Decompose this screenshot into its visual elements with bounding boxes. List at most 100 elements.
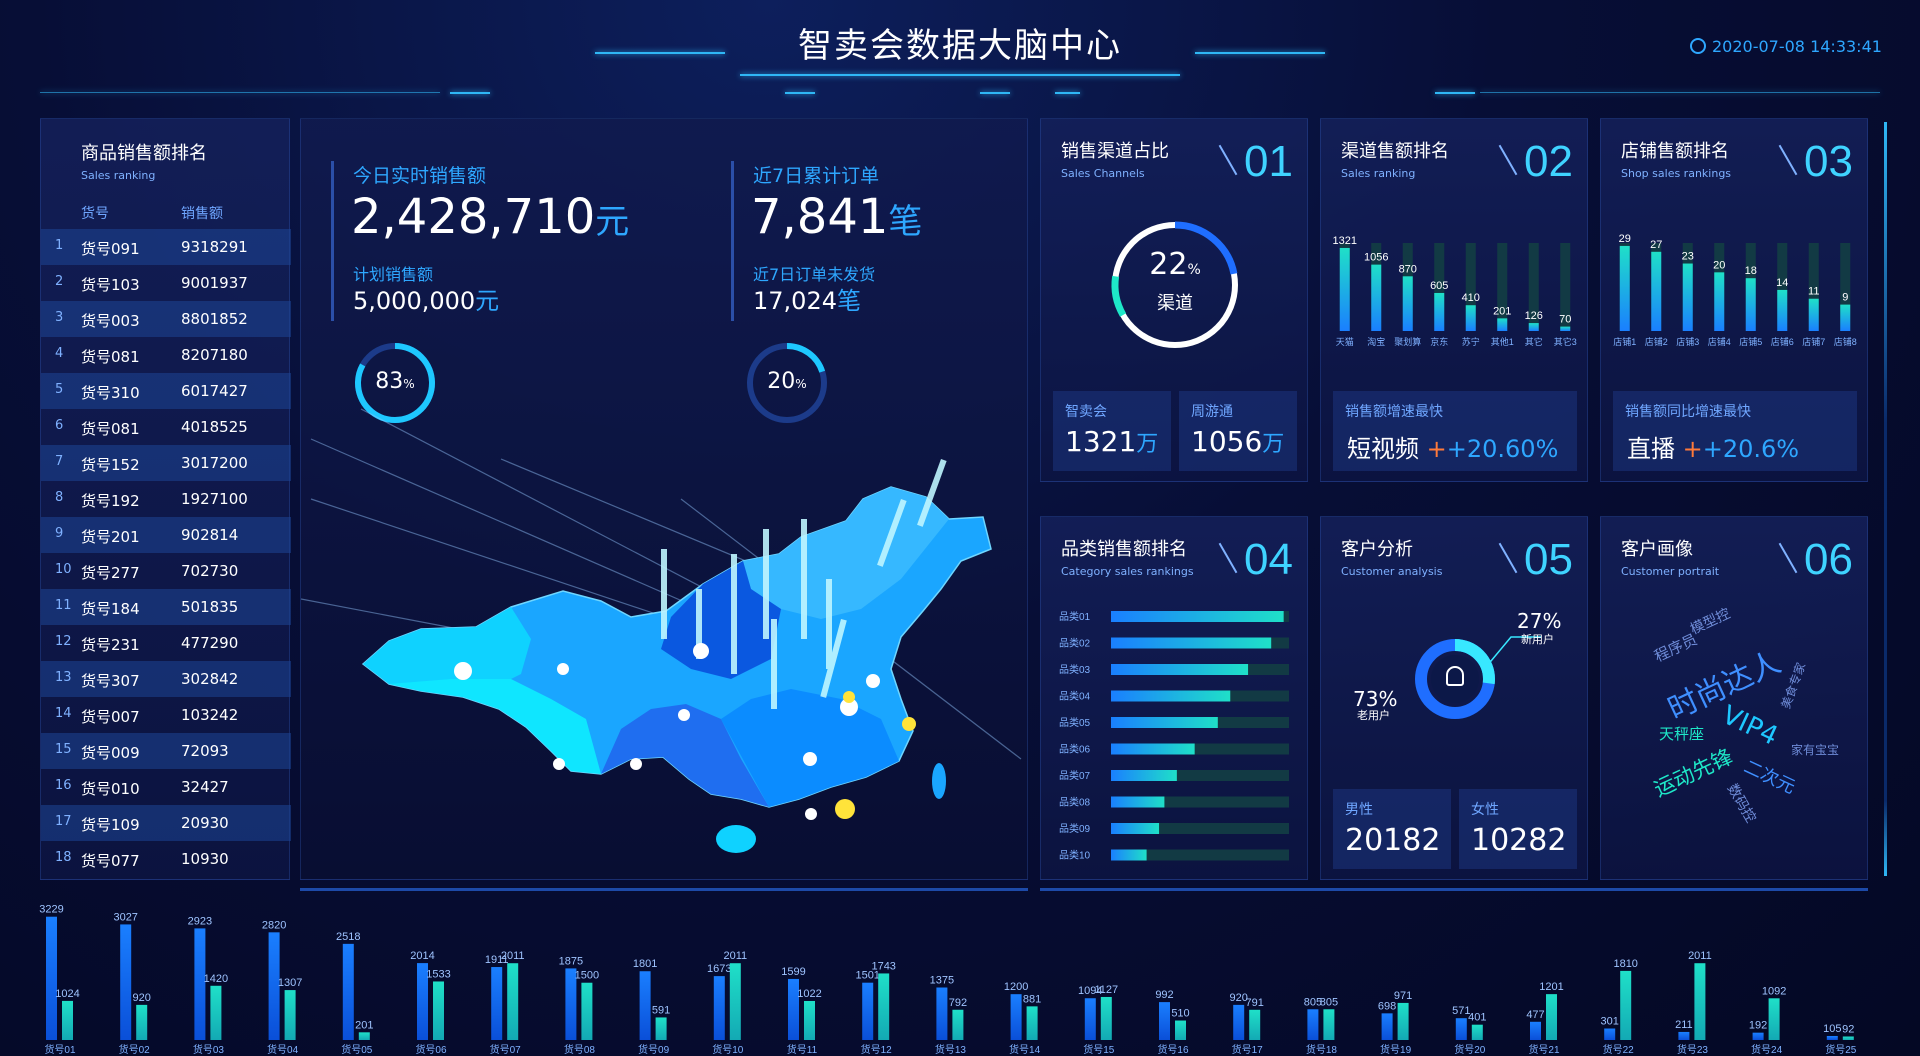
ranking-row: 12 货号231 477290 (41, 625, 291, 661)
bar (1651, 251, 1662, 331)
shop-sales-panel: 店铺售额排名 Shop sales rankings 03 29 店铺1 27 店铺2… (1600, 118, 1868, 482)
bar-value-label: 1875 (559, 955, 583, 967)
bar (1745, 278, 1756, 331)
growth-box: 销售额同比增速最快 直播 ++20.6% (1613, 391, 1857, 471)
bar-value-label: 18 (1745, 265, 1757, 277)
rank-sku: 货号009 (81, 744, 140, 762)
rank-sku: 货号310 (81, 384, 140, 402)
tick-label: 货号12 (861, 1043, 893, 1056)
bar (1249, 1009, 1261, 1040)
bar (1546, 994, 1557, 1040)
new-user-pct: 27% (1517, 609, 1562, 633)
rank-sku: 货号003 (81, 312, 140, 330)
rank-index: 13 (55, 670, 72, 685)
panel-subtitle: Sales ranking (81, 169, 156, 182)
bar-value-label: 1533 (426, 968, 450, 980)
bar-value-label: 1501 (855, 970, 879, 982)
rank-sales: 477290 (181, 634, 239, 652)
bar (1714, 272, 1725, 331)
ranking-row: 2 货号103 9001937 (41, 265, 291, 301)
rank-sales: 72093 (181, 742, 229, 760)
bar (1808, 298, 1819, 331)
col-header-sales: 销售额 (181, 206, 223, 222)
channel-bar-chart: 1321 天猫 1056 淘宝 870 聚划算 605 京东 410 苏宁 201 其他1 126 其它 7… (1333, 235, 1577, 347)
bar-track (1528, 243, 1539, 331)
bar-value-label: 23 (1682, 251, 1694, 263)
ranking-row: 18 货号077 10930 (41, 841, 291, 877)
scroll-indicator (1884, 122, 1887, 876)
bar-value-label: 805 (1320, 996, 1338, 1008)
rank-index: 1 (55, 238, 64, 253)
bar (639, 971, 651, 1040)
panel-number: 02 (1524, 137, 1573, 186)
rank-sales: 902814 (181, 526, 239, 544)
tick-label: 品类06 (1059, 743, 1091, 756)
panel-number: 03 (1804, 137, 1853, 186)
bar-value-label: 1801 (633, 958, 657, 970)
bar (1678, 1031, 1690, 1040)
bar (46, 916, 57, 1040)
panel-title: 店铺售额排名 (1621, 141, 1729, 162)
tick-label: 苏宁 (1462, 336, 1480, 347)
tick-label: 品类05 (1059, 716, 1091, 729)
panel-number: 05 (1524, 535, 1573, 584)
bar-value-label: 1094 (1078, 985, 1102, 997)
bar-track (1111, 743, 1289, 755)
tick-label: 其他1 (1491, 336, 1514, 347)
rank-sku: 货号201 (81, 528, 140, 546)
tick-label: 货号22 (1603, 1043, 1635, 1056)
panel-subtitle: Customer analysis (1341, 565, 1443, 578)
bar (936, 987, 948, 1040)
bar-value-label: 301 (1601, 1016, 1619, 1028)
panel-title: 客户画像 (1621, 539, 1693, 560)
bar (1455, 1018, 1467, 1040)
tick-label: 京东 (1430, 336, 1448, 347)
col-header-sku: 货号 (81, 206, 109, 222)
bar-value-label: 2518 (336, 931, 360, 943)
word-cloud: 模型控 程序员 时尚达人 美食专家 天秤座 VIP4 家有宝宝 运动先锋 二次元… (1601, 597, 1869, 826)
ranking-row: 8 货号192 1927100 (41, 481, 291, 517)
tick-label: 品类09 (1059, 822, 1091, 835)
bar-value-label: 1321 (1333, 235, 1357, 247)
tick-label: 其它3 (1554, 336, 1577, 347)
bar-value-label: 1599 (781, 966, 805, 978)
bar (417, 963, 428, 1040)
rank-index: 14 (55, 706, 72, 721)
rank-sales: 103242 (181, 706, 239, 724)
bar-value-label: 2014 (410, 950, 434, 962)
bar-value-label: 1056 (1364, 252, 1388, 264)
rank-sku: 货号103 (81, 276, 140, 294)
bar-track (1111, 796, 1289, 808)
channel-ring (1111, 221, 1239, 349)
bar-value-label: 201 (355, 1019, 373, 1031)
old-user-pct: 73% (1353, 687, 1398, 711)
tick-label: 货号05 (341, 1043, 373, 1056)
bar-value-label: 1024 (55, 988, 79, 1000)
panel-title: 客户分析 (1341, 539, 1413, 560)
bar-value-label: 1022 (797, 988, 821, 1000)
bar (1323, 1009, 1335, 1040)
tick-label: 货号21 (1528, 1043, 1560, 1056)
bar-value-label: 1092 (1762, 985, 1786, 997)
bar-track (1465, 243, 1476, 331)
bar (1694, 963, 1706, 1040)
bar-value-label: 70 (1559, 314, 1571, 326)
rank-sales: 302842 (181, 670, 239, 688)
rank-sku: 货号277 (81, 564, 140, 582)
bar-value-label: 3229 (39, 904, 63, 916)
bar-track (1777, 243, 1788, 331)
bar (1111, 823, 1160, 834)
ranking-row: 14 货号007 103242 (41, 697, 291, 733)
bar (1111, 796, 1165, 808)
rank-sku: 货号109 (81, 816, 140, 834)
bar (1619, 245, 1630, 331)
bar (507, 963, 519, 1040)
bar (1465, 305, 1476, 331)
panel-number: 06 (1804, 535, 1853, 584)
bar (1111, 770, 1177, 781)
tick-label: 其它 (1525, 336, 1543, 347)
tick-label: 店铺1 (1613, 336, 1636, 347)
bar-value-label: 1307 (278, 977, 302, 989)
female-box: 女性 10282 (1459, 789, 1577, 869)
tick-label: 货号06 (415, 1043, 447, 1056)
